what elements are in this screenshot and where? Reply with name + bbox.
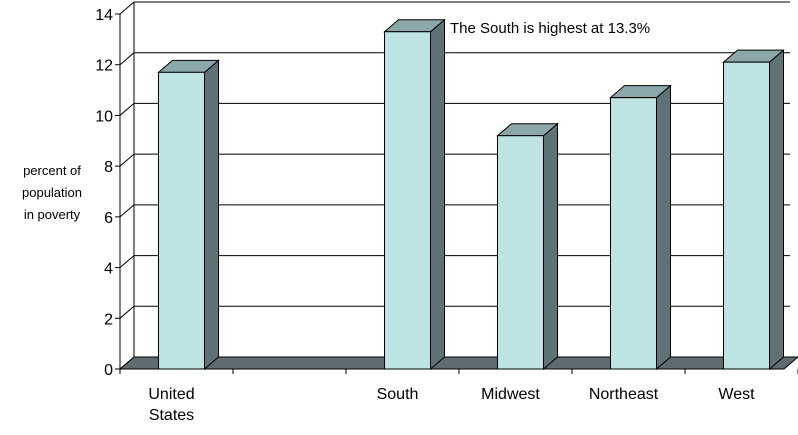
bar bbox=[157, 59, 220, 371]
x-tick-label: South bbox=[377, 386, 419, 403]
gridlines bbox=[119, 1, 790, 370]
y-tick-label: 8 bbox=[104, 159, 113, 176]
y-tick-label: 4 bbox=[104, 261, 113, 278]
bar-front bbox=[497, 135, 544, 370]
x-tick-label: States bbox=[149, 407, 194, 424]
bar bbox=[383, 18, 446, 371]
bar-side bbox=[769, 49, 784, 371]
bar bbox=[609, 84, 672, 371]
x-axis: United States South Midwest Northeast West bbox=[119, 368, 798, 424]
bar-front bbox=[723, 61, 770, 370]
wall-connector bbox=[119, 52, 135, 66]
x-tick-label: West bbox=[718, 386, 755, 403]
y-axis-label: percent of population in poverty bbox=[22, 163, 82, 222]
wall-connector bbox=[119, 103, 135, 116]
y-tick-label: 12 bbox=[95, 58, 113, 75]
chart-floor bbox=[118, 356, 798, 370]
bar-side bbox=[543, 122, 558, 371]
bar bbox=[496, 122, 559, 371]
y-tick-label: 10 bbox=[95, 108, 113, 125]
wall-connector bbox=[119, 305, 135, 319]
x-tick-label: United bbox=[148, 386, 194, 403]
x-tick-label: Northeast bbox=[589, 386, 659, 403]
bar-front bbox=[384, 31, 431, 370]
y-axis: 0 2 4 6 8 10 12 14 bbox=[95, 7, 121, 379]
bar-side bbox=[204, 59, 219, 371]
y-axis-label-line: population bbox=[22, 185, 82, 200]
y-tick-label: 14 bbox=[95, 7, 113, 24]
wall-connector bbox=[119, 153, 135, 167]
floor bbox=[118, 356, 798, 370]
y-tick-label: 0 bbox=[104, 362, 113, 379]
bar-front bbox=[610, 97, 657, 370]
bar-front bbox=[158, 71, 205, 370]
wall-connector bbox=[119, 255, 135, 268]
y-axis-label-line: percent of bbox=[23, 163, 81, 178]
wall-connector bbox=[119, 204, 135, 218]
wall-connector bbox=[119, 1, 135, 15]
bar-side bbox=[430, 18, 445, 371]
bars bbox=[157, 18, 785, 371]
y-tick-label: 2 bbox=[104, 311, 113, 328]
chart-annotation: The South is highest at 13.3% bbox=[450, 20, 650, 37]
y-tick-label: 6 bbox=[104, 210, 113, 227]
x-tick-label: Midwest bbox=[481, 386, 540, 403]
bar-side bbox=[656, 84, 671, 371]
y-axis-label-line: in poverty bbox=[24, 207, 81, 222]
bar bbox=[722, 49, 785, 371]
